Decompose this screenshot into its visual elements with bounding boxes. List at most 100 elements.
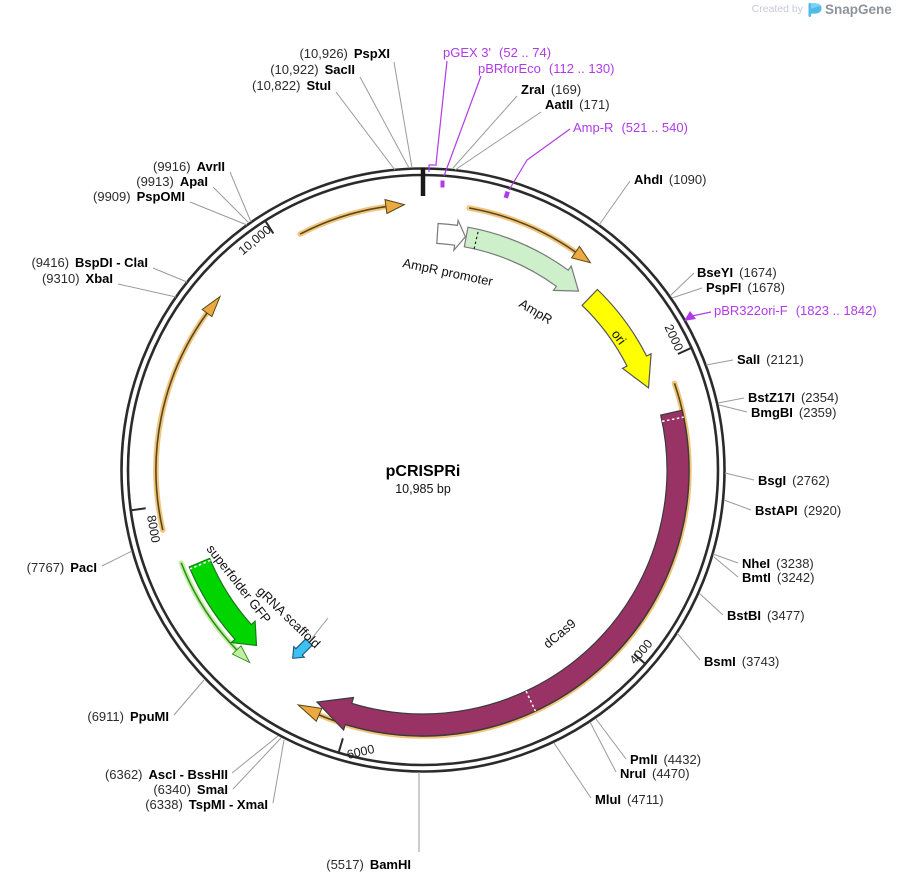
tick-2000: [677, 346, 692, 355]
feature-label-ampr[interactable]: AmpR: [516, 296, 555, 327]
leader-pmli: [595, 718, 627, 760]
plasmid-size: 10,985 bp: [395, 482, 451, 496]
site-label-tspmi[interactable]: (6338) TspMI - XmaI: [145, 797, 268, 812]
dcas9-mid-dotted-line: [525, 690, 537, 712]
site-label-smai[interactable]: (6340) SmaI: [153, 782, 228, 797]
site-label-pmli[interactable]: PmlI (4432): [630, 752, 701, 767]
site-label-nrui[interactable]: NruI (4470): [620, 766, 690, 781]
leader-pbrforeco: [443, 75, 482, 177]
tick-label-8000: 8000: [144, 514, 163, 544]
leader-ahdi: [598, 180, 631, 226]
orf-arc-right-arrowhead: [296, 704, 323, 723]
feature-grna-scaffold-arrow[interactable]: [292, 638, 313, 659]
site-label-asci[interactable]: (6362) AscI - BssHII: [105, 767, 228, 782]
watermark-created-by: Created by: [752, 3, 804, 15]
site-label-bmti[interactable]: BmtI (3242): [742, 570, 814, 585]
tick-4000: [633, 653, 646, 665]
leader-tspmi: [272, 739, 285, 804]
feature-label-dcas9[interactable]: dCas9: [540, 616, 578, 652]
site-label-bstapi[interactable]: BstAPI (2920): [755, 503, 841, 518]
site-label-pspxi[interactable]: (10,926) PspXI: [299, 46, 390, 61]
site-label-bsgi[interactable]: BsgI (2762): [758, 473, 830, 488]
primer-label-ampr[interactable]: Amp-R (521 .. 540): [573, 120, 688, 135]
tick-label-4000: 4000: [627, 637, 656, 667]
feature-sfgfp-arrow[interactable]: [188, 557, 258, 647]
watermark-brand: SnapGene: [825, 2, 892, 17]
tick-6000: [337, 738, 344, 753]
orf-arc-topright-arrowhead: [570, 245, 592, 264]
leader-avrii: [229, 171, 252, 223]
plasmid-title: pCRISPRi 10,985 bp: [386, 463, 461, 496]
leader-nrui: [589, 721, 617, 773]
orf-arc-topleft-glow: [297, 203, 389, 237]
leader-ppumi: [173, 679, 205, 716]
leader-ampr-primer: [508, 128, 571, 191]
site-label-pspfi[interactable]: PspFI (1678): [706, 280, 785, 295]
site-label-stui[interactable]: (10,822) StuI: [252, 78, 331, 93]
leader-pbr322orif: [691, 311, 712, 317]
feature-label-ampr-promoter[interactable]: AmpR promoter: [401, 255, 495, 289]
site-label-sali[interactable]: SalI (2121): [737, 352, 804, 367]
leader-paci: [101, 550, 133, 567]
site-label-avrii[interactable]: (9916) AvrII: [153, 159, 225, 174]
orf-arc-left-glow: [153, 310, 210, 533]
orf-arc-topright-core: [469, 207, 577, 253]
watermark: Created by SnapGene: [752, 2, 892, 17]
feature-ampr-promoter-arrow[interactable]: [436, 218, 467, 253]
sfgfp-start-dotted-line: [189, 559, 211, 570]
site-label-paci[interactable]: (7767) PacI: [27, 560, 97, 575]
leader-zrai: [452, 95, 518, 169]
orf-arc-topleft-core: [299, 205, 387, 235]
site-label-bseyi[interactable]: BseYI (1674): [697, 265, 777, 280]
site-label-pspomi[interactable]: (9909) PspOMI: [93, 189, 185, 204]
orf-arc-left-arrowhead: [201, 295, 222, 318]
feature-dcas9-arrow[interactable]: [315, 409, 690, 737]
site-label-ppumi[interactable]: (6911) PpuMI: [87, 709, 169, 724]
leader-pspomi: [189, 201, 248, 226]
tick-label-6000: 6000: [346, 742, 376, 762]
ampr-primer-ring-mark: [503, 190, 510, 199]
orf-arc-right-glow: [316, 380, 692, 739]
leader-nhei: [712, 553, 739, 564]
site-label-bstz17i[interactable]: BstZ17I (2354): [748, 390, 839, 405]
leader-stui: [335, 91, 396, 171]
site-label-xbai[interactable]: (9310) XbaI: [42, 271, 113, 286]
feature-ori-arrow[interactable]: [581, 288, 652, 390]
gfp-orf-arc-arrowhead: [231, 645, 251, 664]
site-label-mlui[interactable]: MluI (4711): [595, 792, 664, 807]
leader-asci: [231, 735, 279, 774]
site-label-bmgbi[interactable]: BmgBI (2359): [751, 405, 836, 420]
site-label-bamhi[interactable]: (5517) BamHI: [326, 857, 411, 872]
tick-8000: [130, 507, 146, 512]
leader-bsgi: [724, 472, 755, 481]
primer-label-pgex3[interactable]: pGEX 3' (52 .. 74): [443, 45, 551, 60]
leader-bsmi: [676, 632, 701, 661]
site-label-apai[interactable]: (9913) ApaI: [136, 174, 208, 189]
primer-label-pbr322orif[interactable]: pBR322ori-F (1823 .. 1842): [714, 303, 877, 318]
feature-labels: AmpR promoter AmpR ori dCas9 superfolder…: [204, 255, 630, 651]
gfp-orf-arc-core: [180, 562, 238, 651]
primer-label-pbrforeco[interactable]: pBRforEco (112 .. 130): [478, 61, 614, 76]
feature-ampr-arrow[interactable]: [463, 226, 580, 292]
leader-pspfi: [671, 287, 703, 299]
leader-sacii: [359, 76, 410, 169]
site-label-sacii[interactable]: (10,922) SacII: [270, 62, 355, 77]
leader-pgex3: [435, 60, 448, 165]
site-label-bstbi[interactable]: BstBI (3477): [727, 608, 805, 623]
leader-bmgbi: [718, 404, 748, 413]
dcas9-start-dotted-line: [661, 416, 684, 423]
leader-bstz17i: [717, 397, 745, 404]
leader-bmti: [713, 556, 739, 578]
site-label-zrai[interactable]: ZraI (169): [521, 82, 581, 97]
snapgene-logo-icon: [808, 3, 822, 17]
site-label-bspdi[interactable]: (9416) BspDI - ClaI: [31, 255, 148, 270]
site-label-aatii[interactable]: AatII (171): [545, 97, 610, 112]
orf-arc-topleft-arrowhead: [384, 198, 406, 215]
site-label-nhei[interactable]: NheI (3238): [742, 556, 814, 571]
pgex3-ring-mark: [428, 164, 437, 172]
leader-pspxi: [393, 61, 413, 169]
site-label-ahdi[interactable]: AhdI (1090): [634, 172, 706, 187]
leader-smai: [232, 737, 282, 790]
site-label-bsmi[interactable]: BsmI (3743): [704, 654, 779, 669]
